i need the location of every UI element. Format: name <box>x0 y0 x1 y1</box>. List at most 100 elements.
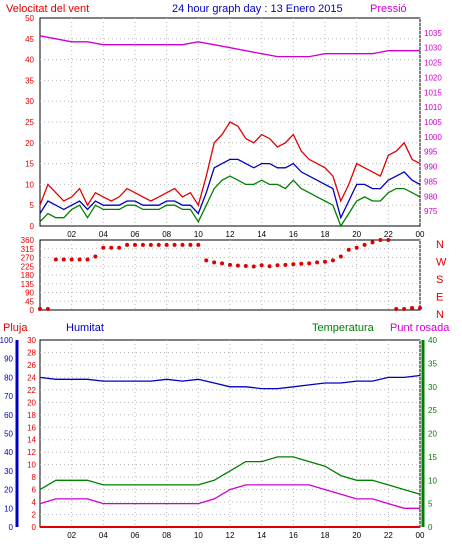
y2-tick-label: 975 <box>424 207 438 216</box>
direction-point <box>299 261 304 266</box>
direction-point <box>228 262 232 267</box>
rain-tick-label: 26 <box>27 361 36 370</box>
y2-tick-label: 1015 <box>424 88 442 97</box>
direction-point <box>77 257 82 262</box>
y-tick-label: 0 <box>30 222 35 231</box>
x-tick-label: 20 <box>352 230 361 239</box>
humidity-tick-label: 30 <box>4 467 13 476</box>
rain-tick-label: 24 <box>27 373 36 382</box>
humidity-tick-label: 50 <box>4 430 13 439</box>
direction-point <box>354 245 359 250</box>
x-tick-label: 10 <box>194 531 203 540</box>
x-tick-label: 18 <box>321 531 330 540</box>
green-series-line <box>39 175 421 228</box>
direction-point <box>196 242 201 247</box>
x-tick-label: 20 <box>352 531 361 540</box>
y-tick-label: 30 <box>25 97 34 106</box>
x-tick-label: 08 <box>162 230 171 239</box>
humidity-tick-label: 40 <box>4 448 13 457</box>
header-center: 24 hour graph day : 13 Enero 2015 <box>172 3 343 15</box>
direction-point <box>251 264 256 269</box>
rain-tick-label: 28 <box>27 348 36 357</box>
direction-point <box>291 262 296 267</box>
temperature-tick-label: 0 <box>428 523 433 532</box>
compass-label: N <box>436 239 444 251</box>
direction-point <box>204 258 209 263</box>
direction-point <box>386 238 391 242</box>
wind-pressure-plot: 0510152025303540455097598098599099510001… <box>25 14 442 239</box>
legend-pluja: Pluja <box>3 322 28 334</box>
temperature-tick-label: 10 <box>428 476 437 485</box>
temperature-tick-label: 25 <box>428 406 437 415</box>
direction-point <box>267 264 272 269</box>
direction-point <box>156 242 161 247</box>
rain-tick-label: 12 <box>27 448 36 457</box>
direction-point <box>410 306 415 311</box>
x-tick-label: 16 <box>289 531 298 540</box>
direction-point <box>188 242 193 247</box>
y-tick-label: 40 <box>25 56 34 65</box>
temperature-tick-label: 20 <box>428 430 437 439</box>
direction-point <box>148 242 153 247</box>
x-tick-label: 14 <box>257 531 266 540</box>
direction-point <box>315 260 320 265</box>
rain-tick-label: 18 <box>27 411 36 420</box>
direction-point <box>117 245 122 250</box>
x-tick-label: 06 <box>131 230 140 239</box>
legend-humitat: Humitat <box>66 322 104 334</box>
direction-point <box>133 242 137 247</box>
header-right: Pressió <box>370 3 407 15</box>
y-tick-label: 225 <box>21 262 35 271</box>
y-tick-label: 15 <box>25 160 34 169</box>
x-tick-label: 16 <box>289 230 298 239</box>
y-tick-label: 360 <box>21 236 35 245</box>
humidity-tick-label: 10 <box>4 504 13 513</box>
direction-point <box>109 245 114 250</box>
temperature-tick-label: 40 <box>428 336 437 345</box>
direction-point <box>338 254 343 259</box>
direction-point <box>394 307 399 312</box>
direction-point <box>307 261 312 266</box>
direction-point <box>323 259 327 264</box>
temperature-tick-label: 35 <box>428 359 437 368</box>
y-tick-label: 180 <box>21 271 35 280</box>
magenta-series-line <box>39 484 420 509</box>
red-series-line <box>39 121 421 207</box>
y-tick-label: 270 <box>21 254 35 263</box>
humidity-temperature-plot: 0102030405060708090100024681012141618202… <box>0 336 437 540</box>
blue-series-line <box>39 158 421 220</box>
rain-tick-label: 6 <box>32 486 37 495</box>
x-tick-label: 00 <box>416 531 425 540</box>
y2-tick-label: 985 <box>424 177 438 186</box>
x-tick-label: 18 <box>321 230 330 239</box>
direction-point <box>378 238 383 242</box>
rain-tick-label: 2 <box>32 511 37 520</box>
rain-tick-label: 8 <box>32 473 37 482</box>
x-tick-label: 02 <box>67 230 76 239</box>
x-tick-label: 22 <box>384 230 393 239</box>
direction-point <box>164 242 169 247</box>
rain-tick-label: 30 <box>27 336 36 345</box>
y-tick-label: 35 <box>25 76 34 85</box>
y2-tick-label: 1030 <box>424 44 442 53</box>
y-tick-label: 315 <box>21 245 35 254</box>
direction-point <box>330 258 335 263</box>
direction-point <box>259 263 264 268</box>
direction-point <box>402 307 407 312</box>
compass-label: S <box>436 274 443 286</box>
x-tick-label: 02 <box>67 531 76 540</box>
y2-tick-label: 1000 <box>424 133 442 142</box>
x-tick-label: 12 <box>226 230 235 239</box>
humidity-tick-label: 90 <box>4 355 13 364</box>
direction-point <box>85 257 90 262</box>
direction-point <box>125 242 130 247</box>
y-tick-label: 0 <box>30 306 35 315</box>
x-tick-label: 22 <box>384 531 393 540</box>
y-tick-label: 90 <box>25 289 34 298</box>
magenta-series-line <box>39 35 420 58</box>
humidity-tick-label: 80 <box>4 373 13 382</box>
y2-tick-label: 980 <box>424 192 438 201</box>
rain-tick-label: 10 <box>27 461 36 470</box>
y-tick-label: 45 <box>25 35 34 44</box>
